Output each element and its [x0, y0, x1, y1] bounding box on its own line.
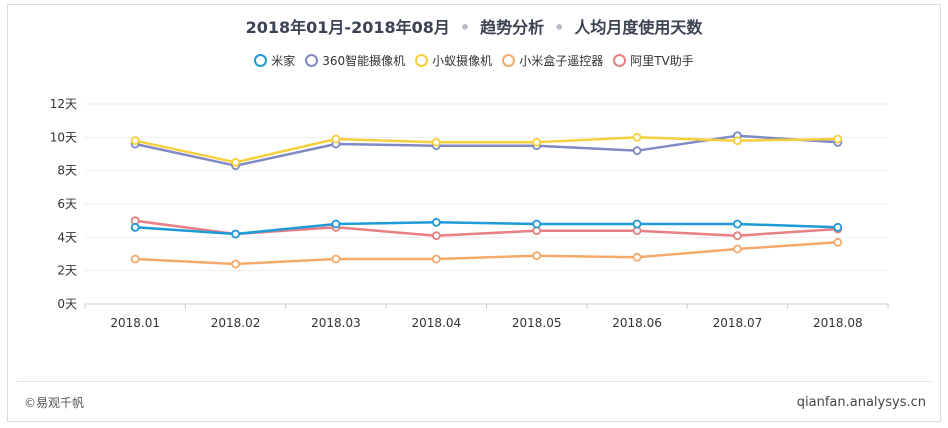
chart-frame — [7, 4, 941, 422]
data-point — [231, 157, 240, 167]
legend-item-mibox-remote[interactable]: 小米盒子遥控器 — [502, 52, 603, 69]
data-point — [632, 132, 642, 142]
data-point — [733, 136, 742, 146]
title-period: 2018年01月-2018年08月 — [245, 18, 450, 37]
chart-title: 2018年01月-2018年08月 • 趋势分析 • 人均月度使用天数 — [0, 14, 948, 38]
data-point — [632, 219, 642, 229]
data-point — [431, 137, 441, 147]
data-point — [231, 229, 240, 239]
legend-item-xiaoyi-camera[interactable]: 小蚁摄像机 — [415, 52, 492, 69]
y-tick-label: 10天 — [50, 130, 77, 144]
data-point — [431, 231, 441, 241]
legend-item-360-camera[interactable]: 360智能摄像机 — [305, 52, 405, 69]
data-point — [331, 134, 341, 144]
legend-item-ali-tv-assistant[interactable]: 阿里TV助手 — [613, 52, 694, 69]
data-point — [130, 136, 140, 146]
series-line — [134, 136, 838, 164]
title-separator: • — [554, 18, 565, 37]
x-tick-label: 2018.05 — [512, 316, 562, 330]
data-point — [632, 146, 642, 156]
data-point — [532, 137, 542, 147]
data-point — [833, 222, 843, 232]
title-metric: 人均月度使用天数 — [574, 18, 703, 37]
x-tick-label: 2018.03 — [311, 316, 361, 330]
legend-label: 阿里TV助手 — [630, 54, 694, 68]
data-point — [733, 231, 742, 241]
y-tick-label: 12天 — [50, 97, 77, 111]
x-tick-label: 2018.04 — [412, 316, 462, 330]
legend-swatch — [305, 54, 319, 67]
legend-item-mijia[interactable]: 米家 — [254, 52, 295, 69]
data-point — [733, 244, 742, 254]
legend-swatch — [613, 54, 627, 67]
data-point — [532, 251, 542, 261]
data-point — [331, 219, 341, 229]
legend-label: 360智能摄像机 — [322, 54, 406, 68]
data-point — [130, 222, 140, 232]
legend-swatch — [254, 54, 268, 67]
y-tick-label: 8天 — [57, 164, 77, 178]
y-tick-label: 2天 — [57, 264, 77, 278]
x-tick-label: 2018.08 — [813, 316, 863, 330]
x-tick-label: 2018.02 — [211, 316, 261, 330]
legend-swatch — [502, 54, 516, 67]
series-line — [135, 241, 838, 266]
data-point — [331, 254, 341, 264]
footer-divider — [16, 381, 932, 382]
data-point — [431, 254, 441, 264]
y-tick-label: 6天 — [57, 197, 77, 211]
data-point — [431, 217, 441, 227]
data-point — [733, 219, 742, 229]
data-point — [833, 237, 843, 247]
footer-copyright: ©易观千帆 — [24, 396, 85, 410]
x-tick-label: 2018.06 — [612, 316, 662, 330]
chart-legend: 米家 360智能摄像机 小蚁摄像机 小米盒子遥控器 阿里TV助手 — [0, 52, 948, 69]
data-point — [231, 259, 240, 269]
legend-label: 小米盒子遥控器 — [519, 54, 604, 68]
data-point — [532, 219, 542, 229]
data-point — [632, 252, 642, 262]
legend-swatch — [415, 54, 429, 67]
legend-label: 米家 — [271, 54, 296, 68]
title-separator: • — [459, 18, 471, 37]
data-point — [130, 254, 140, 264]
legend-label: 小蚁摄像机 — [432, 54, 493, 68]
x-tick-label: 2018.07 — [713, 316, 763, 330]
y-tick-label: 4天 — [57, 230, 77, 244]
footer-source-url: qianfan.analysys.cn — [796, 395, 926, 410]
series-line — [135, 221, 838, 236]
title-type: 趋势分析 — [480, 18, 545, 37]
series-line — [134, 134, 838, 167]
data-point — [833, 134, 843, 144]
x-tick-label: 2018.01 — [110, 316, 160, 330]
y-tick-label: 0天 — [57, 297, 77, 311]
